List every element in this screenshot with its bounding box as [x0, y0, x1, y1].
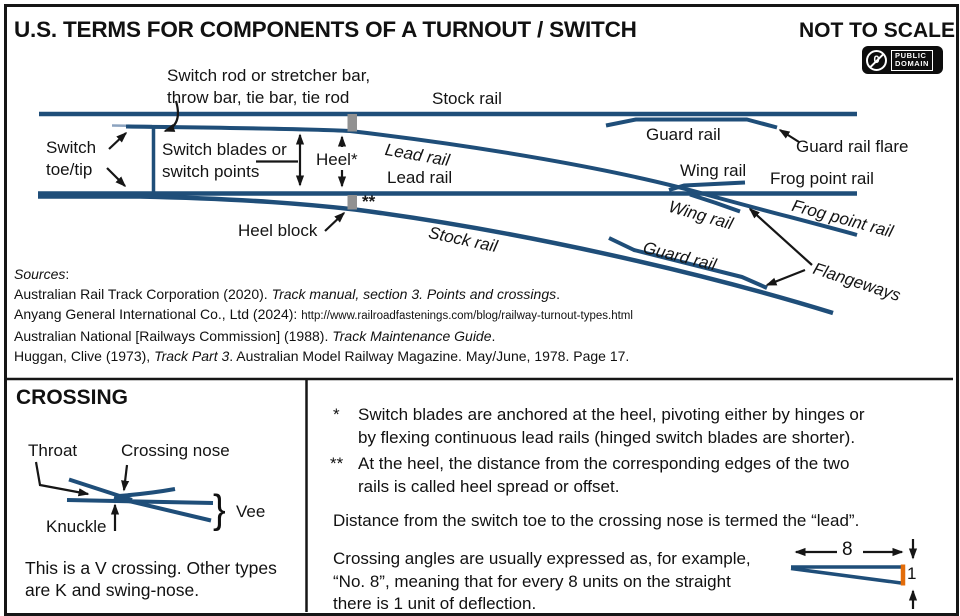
crossing-nose-label: Crossing nose	[121, 441, 230, 460]
note-heel-spread: ** At the heel, the distance from the co…	[330, 454, 850, 496]
public-domain-icon: 0	[866, 49, 887, 71]
top-guard-rail-line	[605, 117, 778, 130]
top-wing-rail-line	[668, 180, 746, 192]
curved-blade-lead-rail-line	[125, 124, 858, 237]
guard-rail-flare-label: Guard rail flare	[796, 137, 909, 156]
lead-rail-straight-label: Lead rail	[387, 168, 453, 187]
source-item: Anyang General International Co., Ltd (2…	[14, 306, 633, 322]
bottom-guard-rail-line	[608, 236, 768, 290]
public-domain-badge: 0 PUBLIC DOMAIN	[862, 46, 943, 74]
heel-block-bottom	[347, 195, 357, 210]
sources-block: Sources: Australian Rail Track Corporati…	[14, 264, 633, 366]
page-title: U.S. TERMS FOR COMPONENTS OF A TURNOUT /…	[14, 17, 637, 42]
note-hinge: * Switch blades are anchored at the heel…	[333, 405, 865, 447]
wing-rail-top-label: Wing rail	[680, 161, 747, 180]
note-crossing-angle: Crossing angles are usually expressed as…	[333, 549, 751, 613]
source-item: Australian National [Railways Commission…	[14, 328, 496, 344]
crossing-heading: CROSSING	[16, 386, 129, 409]
double-asterisk-marker: **	[330, 454, 344, 473]
heel-block-arrow	[324, 211, 346, 232]
switch-toe-label: Switch toe/tip	[46, 138, 97, 179]
heel-block-top	[347, 114, 357, 132]
sources-heading: Sources:	[14, 266, 70, 282]
public-domain-text: PUBLIC DOMAIN	[891, 49, 934, 71]
vee-label: Vee	[236, 502, 266, 521]
crossing-upper-flare-line	[118, 487, 176, 498]
source-url: http://www.railroadfastenings.com/blog/r…	[301, 310, 633, 322]
frog-point-rail-straight-label: Frog point rail	[770, 169, 874, 188]
crossing-caption: This is a V crossing. Other types are K …	[25, 558, 277, 600]
heel-block-label: Heel block	[238, 221, 318, 240]
switch-toe-upper-arrow	[108, 131, 128, 150]
stock-rail-top-label: Stock rail	[432, 89, 502, 108]
asterisk-marker: *	[333, 405, 340, 424]
crossing-nose-arrow	[121, 464, 130, 492]
crossing-straight-rail-line	[66, 498, 214, 505]
switch-blades-label: Switch blades or switch points	[162, 140, 287, 181]
heel-spread-marker: **	[362, 192, 376, 211]
crossing-diverging-rail-line	[113, 495, 212, 523]
not-to-scale-note: NOT TO SCALE	[799, 19, 955, 42]
knuckle-label: Knuckle	[46, 517, 107, 536]
throw-bar-arrow	[163, 100, 180, 133]
run-value: 8	[842, 539, 853, 560]
source-item: Huggan, Clive (1973), Track Part 3. Aust…	[14, 348, 630, 364]
diverging-stock-rail-line	[38, 194, 834, 316]
vee-brace: }	[213, 487, 226, 533]
note-lead: Distance from the switch toe to the cros…	[333, 511, 860, 530]
switch-toe-lower-arrow	[106, 167, 127, 188]
bottom-wing-rail-line	[689, 192, 741, 214]
flangeway-arrow-upper	[748, 207, 813, 266]
guard-rail-flare-arrow	[778, 129, 800, 143]
wedge-bottom-line	[790, 566, 902, 585]
throat-arrow	[34, 461, 90, 497]
source-item: Australian Rail Track Corporation (2020)…	[14, 286, 560, 302]
switch-rod-label: Switch rod or stretcher bar, throw bar, …	[167, 66, 371, 107]
heel-label: Heel*	[316, 150, 358, 169]
rise-value: 1	[907, 564, 917, 583]
throat-label: Throat	[28, 441, 78, 460]
guard-rail-top-label: Guard rail	[646, 125, 721, 144]
flangeway-arrow-lower	[765, 268, 806, 287]
